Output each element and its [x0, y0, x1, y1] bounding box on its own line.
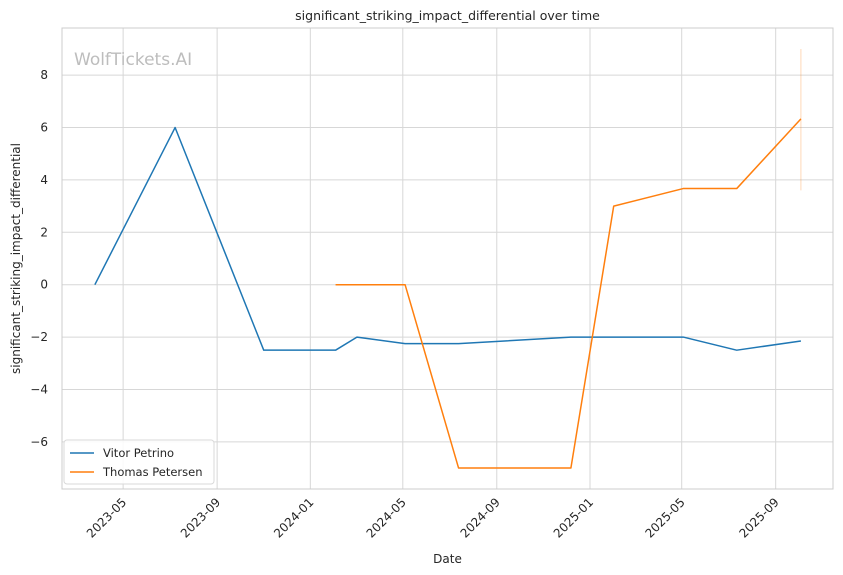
legend-label: Thomas Petersen [102, 465, 203, 479]
x-tick-label: 2025-09 [736, 495, 781, 540]
y-tick-label: −2 [30, 330, 48, 344]
series-line [335, 118, 802, 469]
plot-area-frame [61, 27, 834, 490]
y-tick-label: 8 [40, 68, 48, 82]
x-tick-label: 2024-01 [271, 495, 316, 540]
x-tick-label: 2025-01 [551, 495, 596, 540]
y-tick-label: 0 [40, 278, 48, 292]
y-tick-label: −6 [30, 435, 48, 449]
y-tick-label: −4 [30, 382, 48, 396]
y-axis-label: significant_striking_impact_differential [9, 143, 23, 374]
watermark-text: WolfTickets.AI [74, 50, 192, 70]
series-line [94, 126, 802, 351]
x-tick-label: 2025-05 [642, 495, 687, 540]
legend-label: Vitor Petrino [103, 446, 174, 460]
series-lines [94, 48, 802, 469]
y-tick-label: 2 [40, 225, 48, 239]
x-axis-ticks: 2023-05 2023-09 2024-01 2024-05 2024-09 2025-… [84, 495, 782, 540]
y-axis-ticks: −6 −4 −2 0 2 4 6 8 [30, 68, 48, 449]
grid [62, 28, 833, 489]
y-tick-label: 4 [40, 173, 48, 187]
x-tick-label: 2023-05 [84, 495, 129, 540]
chart-title: significant_striking_impact_differential… [295, 8, 600, 23]
x-axis-label: Date [433, 552, 462, 566]
x-tick-label: 2024-05 [364, 495, 409, 540]
legend: Vitor Petrino Thomas Petersen [63, 439, 215, 485]
x-tick-label: 2024-09 [458, 495, 503, 540]
legend-box [63, 439, 215, 485]
y-tick-label: 6 [40, 121, 48, 135]
x-tick-label: 2023-09 [178, 495, 223, 540]
